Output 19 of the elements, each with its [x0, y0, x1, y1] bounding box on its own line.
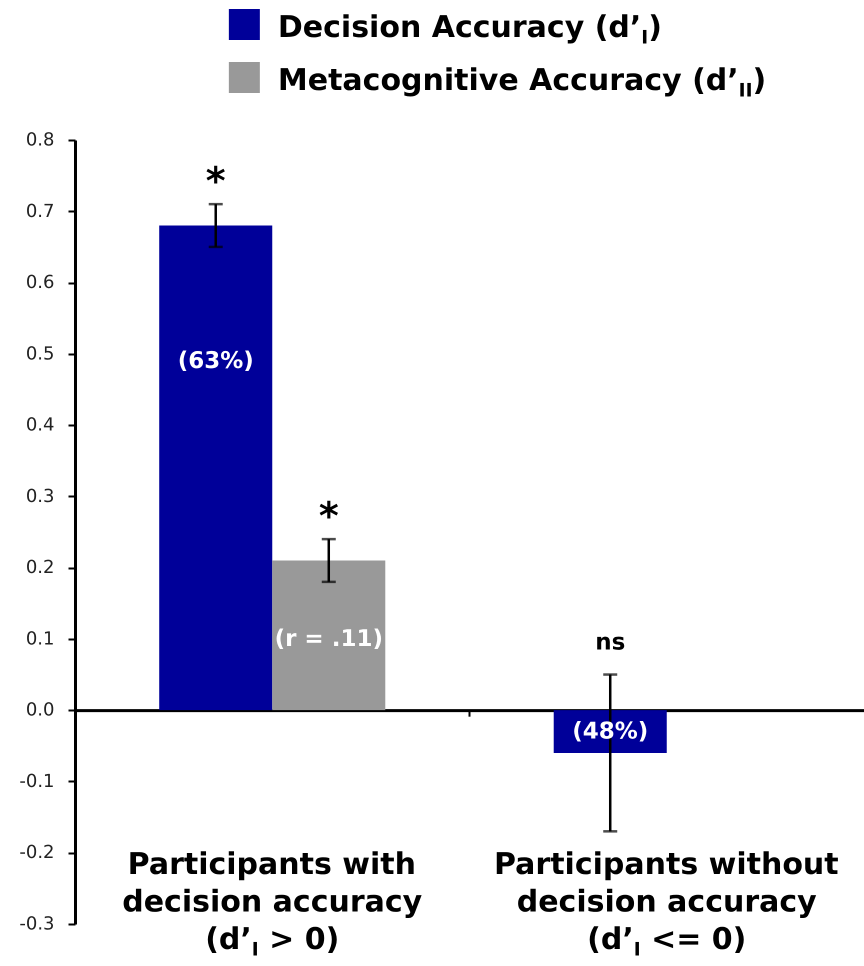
annotation: *: [318, 494, 339, 538]
bar: [272, 560, 386, 710]
y-tick-label: 0.5: [26, 343, 54, 364]
annotation: ns: [595, 630, 626, 656]
y-tick-label: 0.1: [26, 628, 54, 650]
y-tick-label: 0.3: [26, 486, 54, 507]
y-tick-label: 0.0: [26, 700, 54, 721]
y-tick-label: 0.7: [26, 200, 54, 222]
annotation: (r = .11): [274, 626, 383, 652]
y-tick-label: -0.2: [19, 842, 54, 864]
y-tick-label: 0.2: [26, 557, 54, 578]
y-tick-label: 0.6: [26, 272, 54, 294]
y-tick-label: 0.8: [26, 130, 54, 150]
y-tick-label: -0.1: [19, 770, 54, 792]
y-tick-label: -0.3: [19, 914, 54, 934]
annotation: *: [206, 159, 226, 204]
bar: [159, 226, 272, 710]
annotation: (63%): [178, 348, 254, 374]
y-tick-label: 0.4: [26, 414, 54, 436]
